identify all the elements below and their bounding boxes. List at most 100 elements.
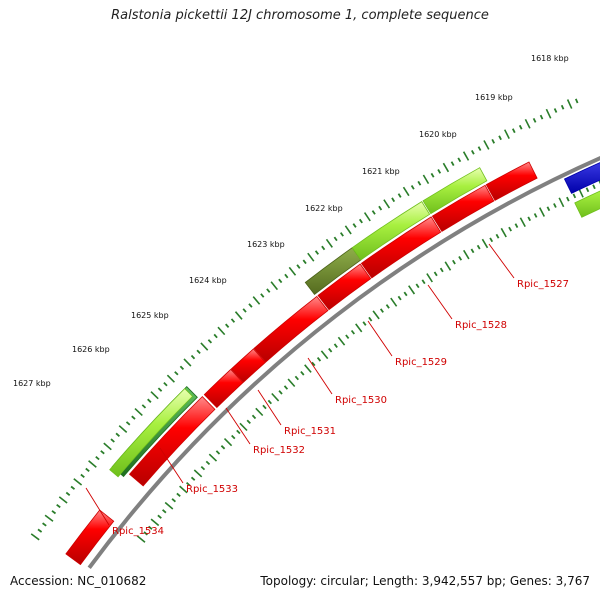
inner-scale-tick bbox=[545, 108, 552, 119]
gene-label-leader bbox=[159, 447, 184, 484]
inner-scale-tick bbox=[56, 503, 61, 509]
outer-scale-tick bbox=[514, 223, 519, 229]
inner-scale-tick bbox=[574, 98, 579, 104]
inner-scale-tick bbox=[225, 323, 230, 328]
inner-scale-tick bbox=[266, 288, 271, 293]
inner-scale-tick bbox=[30, 533, 40, 541]
outer-scale-tick bbox=[287, 378, 296, 388]
gene-label[interactable]: Rpic_1527 bbox=[517, 279, 569, 290]
outer-scale-tick bbox=[171, 498, 176, 503]
gene-cds-blue bbox=[563, 162, 600, 194]
gene-label-leader bbox=[225, 407, 251, 445]
inner-scale-tick bbox=[325, 238, 333, 248]
outer-scale-tick bbox=[164, 501, 174, 510]
outer-scale-tick bbox=[415, 283, 420, 289]
inner-scale-tick bbox=[95, 456, 100, 461]
outer-scale-tick bbox=[262, 404, 267, 410]
gene-cds-forward bbox=[65, 509, 115, 566]
inner-scale-tick bbox=[391, 197, 396, 203]
inner-scale-tick bbox=[437, 169, 442, 174]
inner-scale-tick bbox=[296, 264, 301, 269]
inner-scale-tick bbox=[150, 391, 159, 400]
inner-scale-tick bbox=[397, 193, 402, 198]
outer-scale-tick bbox=[304, 364, 312, 373]
inner-scale-tick bbox=[402, 186, 410, 197]
accession-text: Accession: NC_010682 bbox=[10, 574, 147, 588]
gene-cds-forward bbox=[431, 184, 495, 232]
outer-scale-tick bbox=[283, 385, 289, 390]
outer-scale-tick bbox=[300, 371, 305, 376]
kbp-label: 1621 kbp bbox=[362, 167, 400, 176]
inner-scale-tick bbox=[51, 510, 57, 515]
inner-scale-tick bbox=[321, 245, 326, 251]
outer-scale-tick bbox=[397, 295, 402, 301]
inner-scale-tick bbox=[483, 140, 490, 150]
outer-scale-tick bbox=[481, 238, 489, 249]
inner-scale-tick bbox=[179, 365, 185, 371]
inner-scale-tick bbox=[288, 266, 297, 276]
outer-scale-tick bbox=[337, 336, 346, 346]
gene-label[interactable]: Rpic_1528 bbox=[455, 320, 507, 331]
kbp-label: 1627 kbp bbox=[13, 379, 51, 388]
inner-scale-tick bbox=[417, 180, 422, 186]
inner-scale-tick bbox=[383, 199, 391, 209]
inner-scale-tick bbox=[532, 117, 537, 123]
inner-scale-tick bbox=[230, 318, 236, 323]
outer-scale-tick bbox=[333, 343, 338, 348]
inner-scale-tick bbox=[307, 252, 315, 262]
gene-label-leader bbox=[257, 389, 282, 426]
gene-cds-forward bbox=[485, 161, 538, 201]
outer-scale-tick bbox=[470, 248, 475, 254]
gene-cds-reverse bbox=[109, 388, 194, 478]
inner-scale-tick bbox=[100, 450, 105, 455]
inner-scale-tick bbox=[344, 225, 352, 235]
inner-scale-tick bbox=[450, 161, 455, 167]
kbp-scale: 1618 kbp 1619 kbp 1620 kbp 1621 kbp 1622 kbp… bbox=[13, 54, 569, 388]
outer-scale-tick bbox=[239, 422, 248, 432]
gene-label[interactable]: Rpic_1534 bbox=[112, 526, 164, 537]
outer-scale-tick bbox=[350, 329, 356, 335]
outer-scale-tick bbox=[444, 261, 452, 271]
outer-scale-tick bbox=[519, 217, 526, 227]
gene-cds-forward bbox=[360, 216, 442, 279]
outer-scale-tick bbox=[311, 361, 316, 367]
outer-scale-tick bbox=[538, 207, 546, 217]
gene-label[interactable]: Rpic_1530 bbox=[335, 395, 387, 406]
outer-scale-tick bbox=[157, 514, 162, 519]
outer-scale-tick bbox=[372, 310, 380, 320]
outer-scale-tick bbox=[362, 321, 367, 326]
inner-scale-tick bbox=[65, 491, 71, 496]
outer-scale-tick bbox=[463, 249, 470, 260]
inner-scale-tick bbox=[242, 308, 247, 313]
outer-scale-tick bbox=[255, 407, 264, 417]
gene-label[interactable]: Rpic_1529 bbox=[395, 357, 447, 368]
inner-scale-tick bbox=[37, 528, 43, 533]
outer-scale-tick bbox=[220, 445, 226, 450]
gene-label-leader bbox=[307, 357, 333, 395]
inner-scale-tick bbox=[157, 387, 163, 392]
inner-scale-tick bbox=[70, 485, 76, 490]
inner-scale-tick bbox=[80, 473, 85, 478]
outer-scale-tick bbox=[500, 227, 507, 238]
kbp-label: 1622 kbp bbox=[305, 204, 343, 213]
outer-scale-tick bbox=[558, 197, 565, 208]
gene-label-leader bbox=[85, 487, 110, 526]
gene-labels: Rpic_1527 Rpic_1528 Rpic_1529 Rpic_1530 Rpic… bbox=[85, 243, 569, 537]
inner-scale-tick bbox=[511, 128, 516, 134]
inner-scale-tick bbox=[213, 333, 218, 339]
inner-scale-tick bbox=[430, 172, 435, 178]
outer-scale-tick bbox=[328, 347, 333, 353]
inner-scale-tick bbox=[371, 210, 376, 215]
gene-label[interactable]: Rpic_1533 bbox=[186, 484, 238, 495]
inner-scale-tick bbox=[339, 232, 344, 237]
inner-scale-tick bbox=[85, 467, 90, 472]
outer-scale-tick bbox=[193, 469, 203, 478]
outer-scale-tick bbox=[592, 184, 596, 190]
kbp-label: 1618 kbp bbox=[531, 54, 569, 63]
inner-scale-tick bbox=[103, 442, 112, 451]
inner-scale-tick bbox=[147, 398, 152, 403]
gene-label[interactable]: Rpic_1532 bbox=[253, 445, 305, 456]
gene-label[interactable]: Rpic_1531 bbox=[284, 426, 336, 437]
outer-scale-tick bbox=[458, 256, 463, 261]
